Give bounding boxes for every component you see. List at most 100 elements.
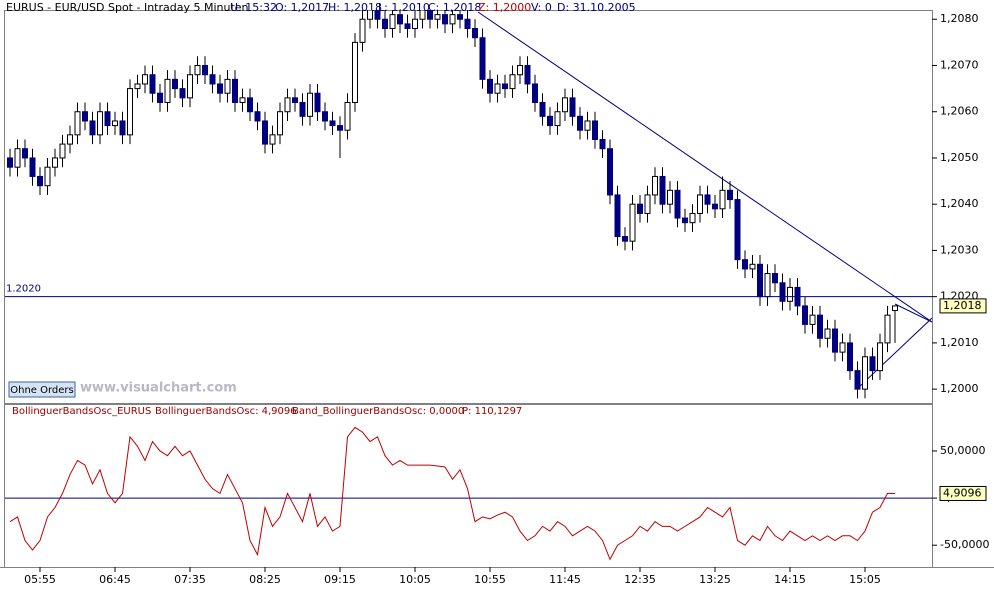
- trendline: [894, 303, 932, 323]
- candle-body: [434, 14, 441, 20]
- candle-body: [599, 138, 606, 150]
- candle-body: [22, 148, 28, 159]
- x-tick-label: 07:35: [174, 573, 206, 586]
- candle-body: [487, 78, 493, 94]
- candle-body: [554, 111, 561, 127]
- candle-body: [74, 111, 81, 136]
- header-info: C: 1,2018: [428, 1, 481, 14]
- candle-body: [817, 314, 823, 339]
- candle-body: [712, 203, 718, 210]
- x-tick-label: 05:55: [24, 573, 56, 586]
- price-pane: [4, 10, 933, 404]
- candle-body: [284, 97, 291, 113]
- candle-body: [224, 78, 231, 94]
- osc-label: Band_BollinguerBandsOsc: 0,0000: [292, 406, 464, 417]
- last-value-label: 4,9096: [943, 486, 982, 499]
- candle-body: [577, 115, 583, 131]
- y-tick-label: -50,0000: [940, 538, 989, 551]
- last-value-label: 1,2018: [943, 299, 982, 312]
- candle-body: [52, 157, 58, 168]
- candle-body: [142, 74, 148, 85]
- y-tick-label: 1,2000: [940, 382, 979, 395]
- candle-body: [719, 189, 726, 210]
- x-tick-label: 08:25: [249, 573, 281, 586]
- candle-body: [179, 88, 186, 99]
- candle-body: [667, 189, 673, 205]
- candle-body: [742, 259, 748, 270]
- candle-body: [547, 115, 553, 127]
- header-info: Z: 1,2000: [478, 1, 531, 14]
- y-tick-label: 1,2070: [940, 58, 979, 71]
- candle-body: [862, 356, 868, 390]
- candle-body: [697, 194, 703, 214]
- candle-body: [187, 74, 193, 99]
- candle-body: [629, 203, 636, 242]
- candle-body: [202, 64, 208, 76]
- y-tick-label: 1,2050: [940, 151, 979, 164]
- candle-body: [779, 282, 786, 302]
- candle-body: [314, 92, 321, 113]
- candle-body: [359, 18, 366, 43]
- level-label: 1.2020: [6, 284, 41, 295]
- x-tick-label: 10:05: [399, 573, 431, 586]
- candle-body: [239, 97, 246, 103]
- x-tick-label: 10:55: [474, 573, 506, 586]
- candle-body: [637, 203, 643, 214]
- candle-body: [82, 111, 88, 122]
- trendline: [477, 11, 932, 323]
- candles: [7, 10, 898, 399]
- x-tick-label: 06:45: [99, 573, 131, 586]
- candle-body: [622, 236, 628, 242]
- candle-body: [884, 314, 891, 344]
- x-tick-label: 14:15: [774, 573, 806, 586]
- candle-body: [374, 10, 381, 20]
- candle-body: [607, 148, 613, 196]
- candle-body: [149, 74, 156, 94]
- candle-body: [892, 305, 898, 312]
- candle-body: [67, 134, 73, 145]
- candle-body: [824, 328, 831, 339]
- candle-body: [509, 74, 516, 90]
- candle-body: [569, 97, 576, 117]
- candle-body: [427, 10, 433, 20]
- candle-body: [517, 64, 523, 76]
- candle-body: [539, 101, 546, 117]
- header-info: H: 1,2018: [328, 1, 382, 14]
- candle-body: [104, 111, 111, 127]
- candle-body: [532, 83, 538, 103]
- candle-body: [112, 120, 118, 127]
- candle-body: [29, 157, 36, 177]
- x-tick-label: 12:35: [624, 573, 656, 586]
- candle-body: [217, 83, 223, 94]
- candle-body: [307, 92, 313, 117]
- orders-button[interactable]: [8, 381, 76, 398]
- header-info: O: 1,2017: [275, 1, 329, 14]
- candle-body: [164, 78, 171, 103]
- candle-body: [449, 14, 456, 25]
- candle-body: [262, 120, 268, 145]
- candle-body: [802, 305, 808, 325]
- candle-body: [682, 217, 688, 224]
- candle-body: [494, 83, 501, 94]
- candle-body: [404, 23, 411, 29]
- candle-body: [7, 157, 13, 168]
- candle-body: [277, 111, 283, 136]
- candle-body: [37, 175, 43, 187]
- candle-body: [644, 194, 651, 214]
- candle-body: [727, 189, 733, 201]
- candle-body: [442, 14, 448, 25]
- candle-body: [869, 356, 876, 372]
- candle-body: [847, 342, 853, 372]
- orders-button-label[interactable]: Ohne Orders: [10, 385, 74, 396]
- x-tick-label: 13:25: [699, 573, 731, 586]
- candle-body: [764, 273, 771, 298]
- candle-body: [194, 64, 201, 76]
- watermark: www.visualchart.com: [80, 381, 237, 396]
- trendline: [857, 317, 932, 389]
- y-tick-label: 1,2040: [940, 197, 979, 210]
- candle-body: [787, 286, 793, 302]
- osc-label: BollinguerBandsOsc_EURUS: [12, 406, 151, 417]
- y-tick-label: 1,2060: [940, 105, 979, 118]
